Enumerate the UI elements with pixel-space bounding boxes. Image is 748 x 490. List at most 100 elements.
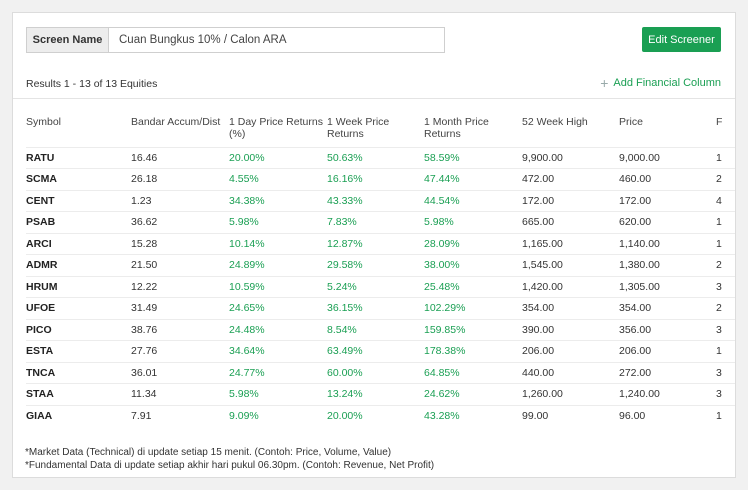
- table-cell: 21.50: [131, 254, 229, 276]
- table-cell: 2: [716, 297, 735, 319]
- symbol-cell[interactable]: RATU: [26, 146, 131, 169]
- table-row[interactable]: ESTA 27.76 34.64% 63.49% 178.38% 206.00 206.00…: [26, 340, 735, 362]
- table-cell: 36.01: [131, 361, 229, 384]
- table-cell: 1,380.00: [619, 254, 716, 276]
- table-cell: 8.54%: [327, 318, 424, 341]
- table-row[interactable]: PSAB 36.62 5.98% 7.83% 5.98% 665.00 620.00 1: [26, 211, 735, 233]
- table-cell: 11.34: [131, 383, 229, 405]
- results-table: Symbol Bandar Accum/Dist 1 Day Price Ret…: [26, 109, 735, 427]
- symbol-cell[interactable]: SCMA: [26, 168, 131, 190]
- table-cell: 172.00: [619, 189, 716, 212]
- table-cell: 58.59%: [424, 146, 522, 169]
- table-cell: 1,165.00: [522, 232, 619, 255]
- table-cell: 50.63%: [327, 146, 424, 169]
- screen-name-input[interactable]: [109, 28, 444, 52]
- table-cell: 36.62: [131, 211, 229, 233]
- table-row[interactable]: ADMR 21.50 24.89% 29.58% 38.00% 1,545.00 1,380…: [26, 254, 735, 276]
- table-row[interactable]: RATU 16.46 20.00% 50.63% 58.59% 9,900.00 9,000…: [26, 146, 735, 169]
- column-header[interactable]: Price: [619, 116, 643, 128]
- table-cell: 354.00: [522, 297, 619, 319]
- table-cell: 472.00: [522, 168, 619, 190]
- column-header[interactable]: Bandar Accum/Dist: [131, 116, 221, 128]
- table-cell: 3: [716, 318, 735, 341]
- table-cell: 178.38%: [424, 340, 522, 362]
- table-cell: 60.00%: [327, 361, 424, 384]
- column-header[interactable]: F: [716, 116, 723, 128]
- table-cell: 5.24%: [327, 275, 424, 298]
- table-row[interactable]: CENT 1.23 34.38% 43.33% 44.54% 172.00 172.00 4: [26, 189, 735, 212]
- table-cell: 1,420.00: [522, 275, 619, 298]
- table-cell: 12.22: [131, 275, 229, 298]
- screener-card: Screen Name Edit Screener Results 1 - 13…: [12, 12, 736, 478]
- symbol-cell[interactable]: PICO: [26, 318, 131, 341]
- table-cell: 2: [716, 168, 735, 190]
- table-row[interactable]: PICO 38.76 24.48% 8.54% 159.85% 390.00 356.00 3: [26, 318, 735, 341]
- symbol-cell[interactable]: TNCA: [26, 361, 131, 384]
- table-cell: 620.00: [619, 211, 716, 233]
- column-header[interactable]: 1 Month Price Returns: [424, 116, 489, 140]
- table-cell: 43.33%: [327, 189, 424, 212]
- table-row[interactable]: GIAA 7.91 9.09% 20.00% 43.28% 99.00 96.00 1: [26, 404, 735, 427]
- table-cell: 96.00: [619, 404, 716, 427]
- table-cell: 1,260.00: [522, 383, 619, 405]
- table-cell: 27.76: [131, 340, 229, 362]
- table-row[interactable]: SCMA 26.18 4.55% 16.16% 47.44% 472.00 460.00 2: [26, 168, 735, 190]
- table-cell: 29.58%: [327, 254, 424, 276]
- results-count: Results 1 - 13 of 13 Equities: [26, 78, 158, 90]
- edit-screener-button[interactable]: Edit Screener: [642, 27, 721, 52]
- symbol-cell[interactable]: ESTA: [26, 340, 131, 362]
- symbol-cell[interactable]: CENT: [26, 189, 131, 212]
- symbol-cell[interactable]: HRUM: [26, 275, 131, 298]
- table-cell: 102.29%: [424, 297, 522, 319]
- table-cell: 24.48%: [229, 318, 327, 341]
- table-cell: 34.38%: [229, 189, 327, 212]
- add-financial-column-link[interactable]: + Add Financial Column: [600, 76, 721, 90]
- table-cell: 5.98%: [424, 211, 522, 233]
- column-header[interactable]: Symbol: [26, 116, 62, 128]
- table-cell: 440.00: [522, 361, 619, 384]
- table-row[interactable]: HRUM 12.22 10.59% 5.24% 25.48% 1,420.00 1,305.…: [26, 275, 735, 298]
- table-cell: 38.00%: [424, 254, 522, 276]
- table-cell: 10.59%: [229, 275, 327, 298]
- table-cell: 3: [716, 275, 735, 298]
- symbol-cell[interactable]: ADMR: [26, 254, 131, 276]
- symbol-cell[interactable]: PSAB: [26, 211, 131, 233]
- table-cell: 44.54%: [424, 189, 522, 212]
- table-cell: 63.49%: [327, 340, 424, 362]
- table-cell: 1.23: [131, 189, 229, 212]
- table-row[interactable]: ARCI 15.28 10.14% 12.87% 28.09% 1,165.00 1,140…: [26, 232, 735, 255]
- symbol-cell[interactable]: STAA: [26, 383, 131, 405]
- table-cell: 24.89%: [229, 254, 327, 276]
- table-cell: 159.85%: [424, 318, 522, 341]
- table-cell: 1,545.00: [522, 254, 619, 276]
- table-cell: 4.55%: [229, 168, 327, 190]
- table-cell: 1: [716, 404, 735, 427]
- column-header[interactable]: 52 Week High: [522, 116, 588, 128]
- column-header[interactable]: 1 Week Price Returns: [327, 116, 390, 140]
- symbol-cell[interactable]: ARCI: [26, 232, 131, 255]
- table-row[interactable]: TNCA 36.01 24.77% 60.00% 64.85% 440.00 272.00 3: [26, 361, 735, 384]
- table-cell: 4: [716, 189, 735, 212]
- table-cell: 206.00: [522, 340, 619, 362]
- table-row[interactable]: UFOE 31.49 24.65% 36.15% 102.29% 354.00 354.00…: [26, 297, 735, 319]
- table-cell: 1: [716, 340, 735, 362]
- table-cell: 25.48%: [424, 275, 522, 298]
- table-cell: 28.09%: [424, 232, 522, 255]
- column-header[interactable]: 1 Day Price Returns (%): [229, 116, 323, 140]
- table-cell: 64.85%: [424, 361, 522, 384]
- symbol-cell[interactable]: GIAA: [26, 404, 131, 427]
- table-cell: 1,305.00: [619, 275, 716, 298]
- table-cell: 272.00: [619, 361, 716, 384]
- footer-notes: *Market Data (Technical) di update setia…: [25, 446, 434, 472]
- table-cell: 460.00: [619, 168, 716, 190]
- table-cell: 43.28%: [424, 404, 522, 427]
- table-cell: 3: [716, 361, 735, 384]
- table-cell: 24.77%: [229, 361, 327, 384]
- table-cell: 5.98%: [229, 211, 327, 233]
- table-cell: 1: [716, 232, 735, 255]
- table-cell: 20.00%: [327, 404, 424, 427]
- table-cell: 10.14%: [229, 232, 327, 255]
- table-row[interactable]: STAA 11.34 5.98% 13.24% 24.62% 1,260.00 1,240.…: [26, 383, 735, 405]
- symbol-cell[interactable]: UFOE: [26, 297, 131, 319]
- table-cell: 354.00: [619, 297, 716, 319]
